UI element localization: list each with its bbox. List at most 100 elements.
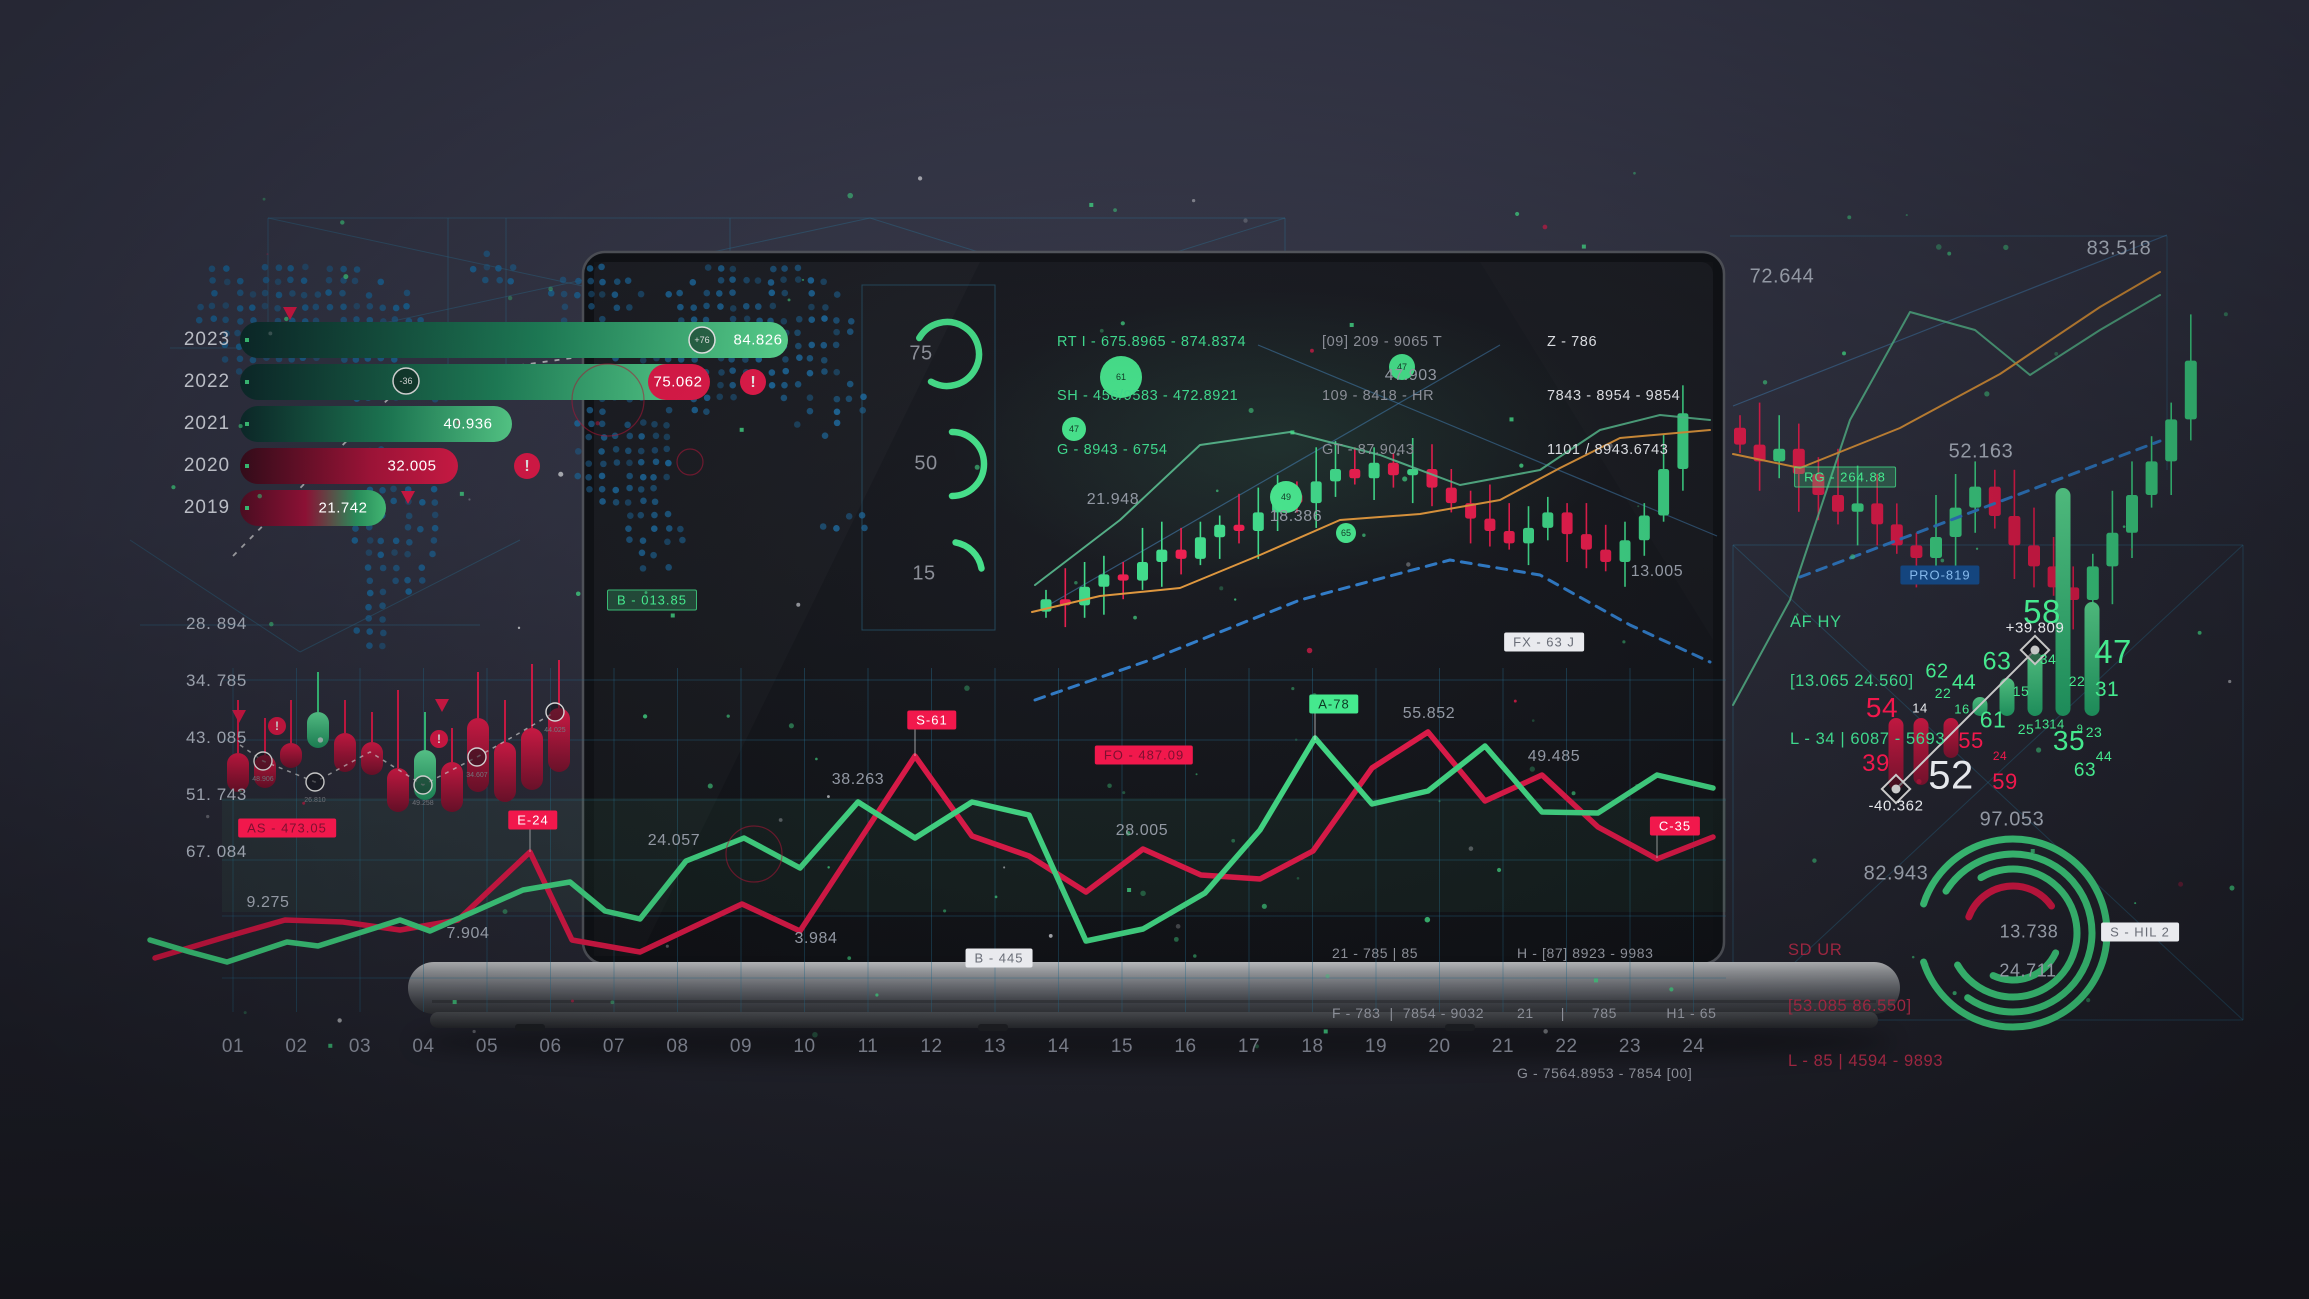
candle <box>1871 503 1884 525</box>
candle <box>1753 444 1766 462</box>
ticker-line: 1101 / 8943.6743 <box>1547 442 1669 458</box>
axis-tick: 04 <box>412 1036 435 1057</box>
bar-green <box>2055 488 2071 716</box>
ticker-line: RT I - 675.8965 - 874.8374 <box>1057 334 1247 350</box>
candle <box>227 753 249 792</box>
point-label: 24.711 <box>1999 960 2057 981</box>
candle <box>2126 495 2138 533</box>
axis-tick: 19 <box>1364 1036 1388 1057</box>
candle <box>2008 516 2021 546</box>
scatter-number: 25 <box>2017 721 2035 737</box>
series-green <box>147 735 1716 965</box>
ticker-line: 109 - 8418 - HR <box>1322 388 1435 404</box>
donut-ring <box>1954 865 2081 1001</box>
scatter-number: 22 <box>1934 685 1952 701</box>
year-bar <box>240 364 706 400</box>
right-candlestick-chart <box>1732 234 2197 706</box>
sparkle-dots <box>171 171 2235 1049</box>
year-bar-chart: -36 +76!! <box>232 307 789 723</box>
chart-tag-fo: FO - 487.09 <box>1094 745 1194 765</box>
scatter-number: 59 <box>1992 769 2018 794</box>
axis-tick: 03 <box>348 1036 372 1057</box>
ticker-line: [09] 209 - 9065 T <box>1322 334 1443 350</box>
triangle-marker <box>401 491 415 504</box>
candle <box>1930 537 1942 558</box>
candle <box>441 762 463 812</box>
point-label: +39.809 <box>2005 619 2065 637</box>
axis-tick: 24 <box>1682 1036 1705 1057</box>
chart-tag-fx63: FX - 63 J <box>1504 632 1584 652</box>
alert-ring <box>725 825 783 883</box>
year-bar <box>240 406 512 442</box>
stat-line: F - 783 | 7854 - 9032 <box>1332 1005 1485 1021</box>
candle <box>1949 507 1962 537</box>
candle <box>1773 448 1786 462</box>
svg-text:+76: +76 <box>694 335 709 345</box>
candle <box>1445 487 1457 504</box>
candle <box>307 712 329 748</box>
svg-text:47: 47 <box>1397 362 1407 372</box>
point-label: 55.852 <box>1402 705 1456 722</box>
scatter-number: 47 <box>2094 633 2132 670</box>
point-label: 3.984 <box>794 930 838 947</box>
screen-header-green: RT I - 675.8965 - 874.8374 SH - 456/9583… <box>1057 297 1246 495</box>
left-numbers-list: 28. 894 34. 785 43. 085 51. 743 67. 084 <box>186 576 247 899</box>
svg-text:26.810: 26.810 <box>304 797 326 804</box>
point-label: 18.386 <box>1269 508 1323 525</box>
candle <box>1851 503 1864 512</box>
alert-ring <box>571 363 645 437</box>
scatter-number: 55 <box>1958 728 1984 753</box>
gauge-arc <box>952 539 985 572</box>
candle <box>1117 574 1129 581</box>
donut-ring <box>1989 949 2060 984</box>
point-label: 13.738 <box>1999 921 2059 942</box>
stat-line: H - [87] 8923 - 9983 <box>1517 945 1654 961</box>
chart-tag-shil: S - HIL 2 <box>2101 922 2179 942</box>
right-bar-chart <box>1880 488 2100 805</box>
bar-value-label: 32.005 <box>387 457 437 475</box>
candle <box>1252 512 1264 531</box>
bottom-grid <box>222 668 1726 1012</box>
candle <box>2106 532 2119 567</box>
svg-text:48.906: 48.906 <box>252 776 274 783</box>
alert-icon <box>430 730 448 748</box>
triangle-marker <box>283 307 297 320</box>
candle <box>1638 515 1650 541</box>
scatter-number: 14 <box>1912 700 1928 716</box>
donut-ring <box>1965 882 2055 921</box>
year-bar <box>240 490 386 526</box>
candle <box>2165 419 2178 462</box>
axis-tick: 08 <box>666 1036 689 1057</box>
stat-line: G - 7564.8953 - 7854 [00] <box>1517 1065 1693 1081</box>
screen-header-gray: [09] 209 - 9065 T 109 - 8418 - HR GT - 8… <box>1322 297 1442 495</box>
chart-tag-b445: B - 445 <box>965 948 1033 968</box>
svg-text:61: 61 <box>1116 372 1126 382</box>
chart-tag-a78: A-78 <box>1309 694 1359 714</box>
scatter-number: 24 <box>1992 749 2008 763</box>
svg-text:47: 47 <box>1069 424 1079 434</box>
candle <box>1658 469 1670 516</box>
candle <box>1600 549 1612 562</box>
scatter-number: 39 <box>1862 750 1890 777</box>
bubble-marker <box>1336 523 1356 543</box>
bar-green <box>2027 652 2043 716</box>
bar-value-label: 40.936 <box>443 415 493 433</box>
candle <box>280 743 302 768</box>
bar-red <box>1888 718 1904 790</box>
trend-circle-marker <box>392 367 420 395</box>
left-number: 34. 785 <box>186 671 247 690</box>
ticker-line: G - 8943 - 6754 <box>1057 442 1168 458</box>
candle <box>1580 534 1592 550</box>
scatter-number: 54 <box>1865 692 1899 723</box>
candle <box>2086 566 2099 600</box>
candle <box>1910 545 1923 558</box>
svg-text:!: ! <box>750 374 755 391</box>
point-label: 47.903 <box>1384 367 1438 384</box>
left-number: 28. 894 <box>186 614 247 633</box>
line-marker <box>467 747 487 767</box>
alert-icon <box>514 453 540 479</box>
candle <box>1407 469 1419 476</box>
bar-value-label: 21.742 <box>318 499 368 517</box>
point-label: 38.263 <box>831 771 885 788</box>
axis-tick: 05 <box>475 1036 499 1057</box>
